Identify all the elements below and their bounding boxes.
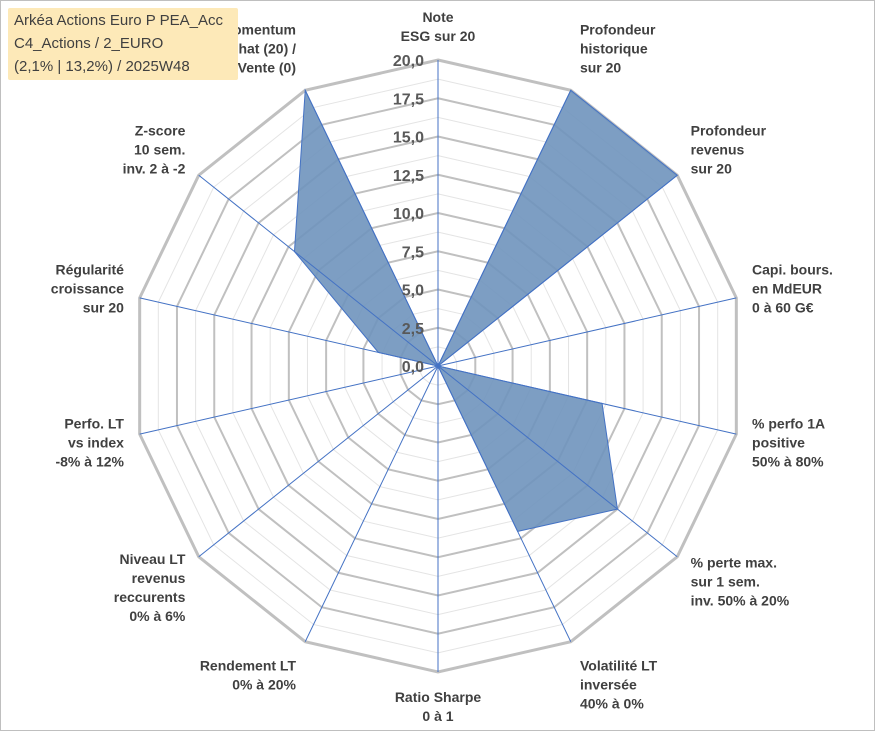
axis-spoke [437,90,572,367]
axis-label-line: 0 à 60 G€ [752,299,814,315]
axis-spoke [437,365,678,558]
axis-label-line: 0% à 20% [232,677,296,693]
axis-spoke [304,90,439,367]
fund-title-box: Arkéa Actions Euro P PEA_Acc C4_Actions … [8,8,238,80]
axis-label-line: sur 20 [580,59,621,75]
axis-label-line: Profondeur [580,21,656,37]
radial-tick-label: 10,0 [393,206,424,223]
fund-stats: (2,1% | 13,2%) / 2025W48 [14,58,190,75]
axis-spoke [437,365,737,435]
axis-label: Niveau LT revenus reccurents 0% à 6% [114,551,186,624]
axis-label-line: 40% à 0% [580,696,644,712]
axis-label: Z-score 10 sem. inv. 2 à -2 [123,122,186,176]
axis-label-line: 0% à 6% [129,608,186,624]
axis-label-line: inversée [580,677,637,693]
axis-label-line: Rendement LT [200,658,297,674]
radial-tick-label: 20,0 [393,53,424,70]
axis-label-line: % perfo 1A [752,416,825,432]
axis-label-line: croissance [51,280,124,296]
axis-label: Note ESG sur 20 [401,9,476,44]
axis-label-line: 50% à 80% [752,454,824,470]
axis-spoke [304,365,439,642]
axis-spoke [139,297,439,367]
axis-label-line: 10 sem. [134,141,185,157]
axis-label-line: reccurents [114,589,186,605]
radial-tick-label: 15,0 [393,130,424,147]
axis-label-line: sur 20 [691,160,732,176]
axis-label-line: Note [422,9,453,25]
radial-tick-label: 17,5 [393,91,424,108]
axis-spoke [198,174,439,367]
axis-label-line: positive [752,435,805,451]
axis-label: Profondeur revenus sur 20 [691,122,767,176]
axis-label-line: inv. 2 à -2 [123,160,186,176]
axis-label-line: inv. 50% à 20% [691,593,790,609]
axis-label-line: 0 à 1 [422,708,453,724]
axis-label-line: Capi. bours. [752,261,833,277]
axis-label: Rendement LT 0% à 20% [200,658,297,693]
axis-label: Capi. bours. en MdEUR 0 à 60 G€ [752,261,833,315]
axis-label-line: Achat (20) / [221,40,297,56]
axis-spoke [198,365,439,558]
axis-spoke [437,174,678,367]
series-area [293,88,679,532]
axis-label-line: revenus [132,570,186,586]
axis-label: Ratio Sharpe 0 à 1 [395,689,482,724]
axis-label-line: % perte max. [691,555,777,571]
radial-tick-label: 5,0 [402,283,424,300]
axis-label: Volatilité LT inversée 40% à 0% [580,658,658,712]
axis-label-line: Profondeur [691,122,767,138]
radial-tick-label: 0,0 [402,359,424,376]
axis-spoke [437,365,572,642]
fund-name: Arkéa Actions Euro P PEA_Acc [14,12,223,29]
fund-category: C4_Actions / 2_EURO [14,35,164,52]
axis-label-line: Volatilité LT [580,658,658,674]
axis-label-line: Niveau LT [120,551,186,567]
axis-label-line: sur 20 [83,299,124,315]
axis-label: % perfo 1A positive 50% à 80% [752,416,825,470]
radial-tick-label: 12,5 [393,168,424,185]
axis-label-line: sur 1 sem. [691,574,760,590]
axis-label-line: Ratio Sharpe [395,689,482,705]
radial-tick-label: 7,5 [402,244,424,261]
axis-label-line: Z-score [135,122,186,138]
axis-label: Régularité croissance sur 20 [51,261,124,315]
axis-label-line: historique [580,40,648,56]
axis-label: % perte max. sur 1 sem. inv. 50% à 20% [691,555,790,609]
axis-label-line: Vente (0) [238,59,296,75]
axis-spoke [437,297,737,367]
axis-label: Profondeur historique sur 20 [580,21,656,75]
axis-label: Momentum Achat (20) / Vente (0) [221,21,297,75]
axis-label-line: Momentum [221,21,296,37]
axis-label-line: en MdEUR [752,280,822,296]
axis-label-line: revenus [691,141,745,157]
axis-spoke [139,365,439,435]
axis-label-line: -8% à 12% [55,454,124,470]
axis-label-line: Régularité [56,261,125,277]
axis-label-line: Perfo. LT [64,416,124,432]
axis-label: Perfo. LT vs index -8% à 12% [55,416,124,470]
axis-label-line: vs index [68,435,124,451]
radial-tick-label: 2,5 [402,321,424,338]
axis-label-line: ESG sur 20 [401,28,476,44]
